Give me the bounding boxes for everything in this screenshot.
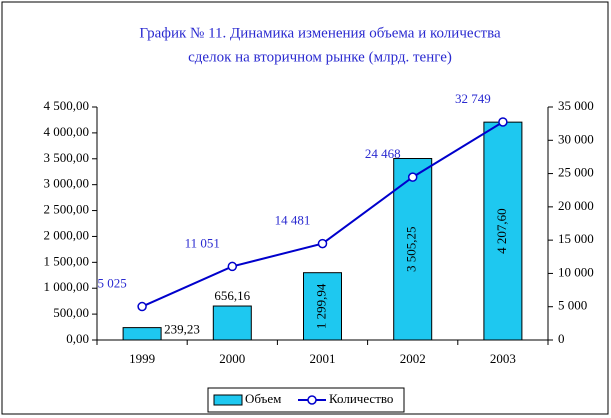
line-value-label: 14 481 [275, 213, 311, 228]
x-tick-label: 2002 [400, 351, 426, 366]
x-tick-label: 2001 [310, 351, 336, 366]
line-value-label: 32 749 [455, 91, 491, 106]
x-tick-label: 1999 [129, 351, 155, 366]
legend-swatch [213, 394, 243, 406]
y-tick-label: 3 000,00 [44, 176, 90, 191]
legend-swatch [307, 395, 317, 405]
x-tick-label: 2000 [219, 351, 245, 366]
y-tick-label: 1 500,00 [44, 253, 90, 268]
line-value-label: 5 025 [97, 276, 126, 291]
bar-value-label: 656,16 [214, 288, 250, 303]
y2-tick-label: 20 000 [558, 198, 594, 213]
y2-tick-label: 0 [558, 331, 565, 346]
y-tick-label: 2 000,00 [44, 227, 90, 242]
chart-title: сделок на вторичном рынке (млрд. тенге) [188, 49, 452, 65]
x-tick-label: 2003 [490, 351, 516, 366]
y-tick-label: 1 000,00 [44, 279, 90, 294]
y2-tick-label: 10 000 [558, 264, 594, 279]
line-marker [227, 261, 238, 272]
bar [393, 158, 433, 341]
bar-value-label: 1 299,94 [313, 283, 328, 329]
bar-value-label: 3 505,25 [404, 227, 419, 273]
y-tick-label: 0,00 [66, 331, 89, 346]
y2-tick-label: 35 000 [558, 98, 594, 113]
y-tick-label: 4 000,00 [44, 124, 90, 139]
bar [483, 121, 523, 341]
bar [212, 305, 252, 341]
bar-value-label: 4 207,60 [494, 208, 509, 254]
bar [122, 327, 162, 341]
y-tick-label: 4 500,00 [44, 98, 90, 113]
bar [303, 272, 342, 341]
legend-label: Объем [245, 391, 281, 406]
line-marker [498, 117, 508, 127]
y2-tick-label: 25 000 [558, 165, 594, 180]
chart-title: График № 11. Динамика изменения объема и… [139, 25, 501, 41]
bar-value-label: 239,23 [164, 322, 200, 337]
y-tick-label: 2 500,00 [44, 202, 90, 217]
y2-tick-label: 5 000 [558, 298, 587, 313]
legend-label: Количество [329, 391, 393, 406]
line-value-label: 11 051 [185, 235, 220, 250]
line-marker [317, 238, 328, 249]
line-marker [137, 301, 147, 312]
y2-tick-label: 30 000 [558, 131, 594, 146]
y-tick-label: 500,00 [53, 305, 89, 320]
y-tick-label: 3 500,00 [44, 150, 90, 165]
y2-tick-label: 15 000 [558, 231, 594, 246]
line-marker [407, 172, 418, 182]
line-value-label: 24 468 [365, 146, 401, 161]
